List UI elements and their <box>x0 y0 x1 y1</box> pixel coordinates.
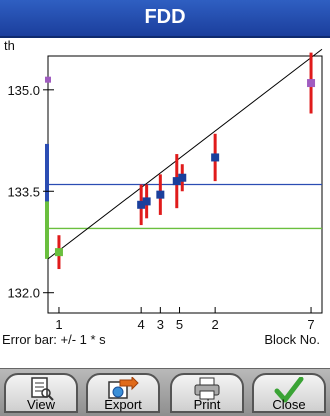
data-point <box>178 173 187 182</box>
data-point <box>156 190 165 199</box>
reference-band-marker <box>45 143 49 226</box>
x-tick-label: 4 <box>138 317 145 332</box>
x-tick-label: 5 <box>176 317 183 332</box>
view-button[interactable]: View <box>4 373 78 413</box>
printer-icon <box>194 377 220 400</box>
fit-line <box>47 48 323 260</box>
x-tick-label: 3 <box>157 317 164 332</box>
x-tick-label: 7 <box>307 317 314 332</box>
plot-area: 132.0 133.5 135.0 th 1 4 3 5 2 7 Error bar: +/- 1 … <box>0 38 330 368</box>
y-tick-label: 133.5 <box>7 184 40 199</box>
reference-band-marker <box>45 201 49 259</box>
data-point <box>211 153 220 162</box>
export-button[interactable]: Export <box>86 373 160 413</box>
data-point <box>307 79 316 88</box>
data-point <box>54 248 63 257</box>
left-marker <box>45 76 51 83</box>
close-label: Close <box>272 397 306 412</box>
x-axis-label: Block No. <box>264 332 320 347</box>
error-bar-note: Error bar: +/- 1 * s <box>2 332 106 347</box>
print-button[interactable]: Print <box>170 373 244 413</box>
x-tick-label: 1 <box>55 317 62 332</box>
chart: 132.0 133.5 135.0 th 1 4 3 5 2 7 Error bar: +/- 1 … <box>2 38 323 347</box>
data-point <box>137 200 146 209</box>
export-icon <box>108 377 139 399</box>
y-axis-label: th <box>4 38 15 53</box>
data-point <box>172 177 181 186</box>
print-label: Print <box>193 397 221 412</box>
document-search-icon <box>31 377 54 401</box>
y-tick-label: 135.0 <box>7 83 40 98</box>
export-label: Export <box>104 397 142 412</box>
data-point <box>142 197 151 206</box>
bottom-toolbar: View Export Print Close <box>0 368 330 416</box>
title-bar: FDD <box>0 0 330 38</box>
y-tick-label: 132.0 <box>7 286 40 301</box>
view-label: View <box>27 397 55 412</box>
x-tick-label: 2 <box>212 317 219 332</box>
checkmark-icon <box>274 377 304 403</box>
close-button[interactable]: Close <box>252 373 326 413</box>
window-title: FDD <box>144 6 186 28</box>
